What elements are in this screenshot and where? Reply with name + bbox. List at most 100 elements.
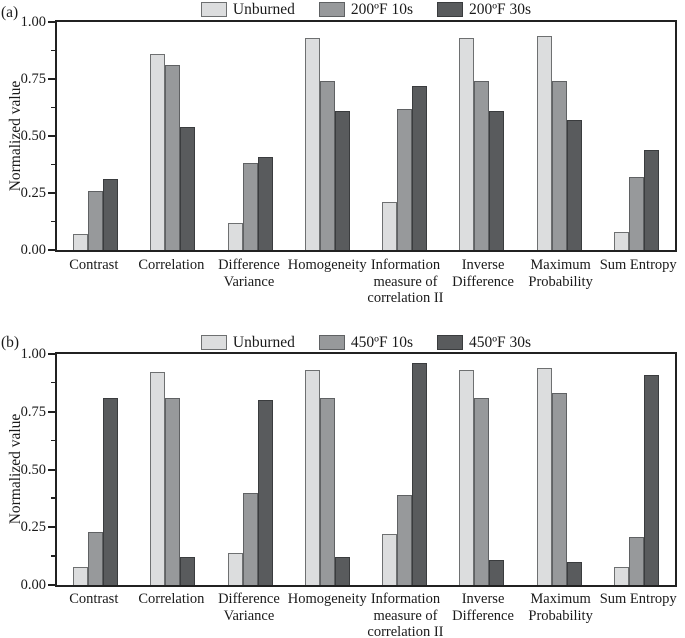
y-tick-label: 0.25 — [20, 519, 46, 536]
bar — [319, 81, 335, 250]
category-group — [212, 22, 289, 250]
y-major-tick — [48, 78, 55, 80]
y-minor-tick — [51, 555, 55, 557]
x-axis-category-label: Correlation — [138, 257, 205, 273]
bar — [643, 374, 659, 585]
x-axis-category-label: Difference Variance — [218, 591, 280, 624]
category-group — [443, 354, 520, 585]
bar — [412, 363, 428, 585]
x-axis-labels-b: Contrast Correlation Difference Variance Ho… — [55, 591, 677, 638]
y-tick-label: 0.75 — [20, 403, 46, 420]
x-axis-labels-a: Contrast Correlation Difference Variance Ho… — [55, 257, 677, 307]
bar — [536, 35, 552, 250]
y-major-tick — [48, 468, 55, 471]
category-group — [289, 354, 366, 585]
y-minor-tick — [51, 497, 55, 499]
x-axis-category-label: Maximum Probability — [528, 257, 593, 290]
bar — [643, 149, 659, 250]
bar — [382, 202, 398, 250]
bar — [150, 53, 166, 250]
bar — [103, 397, 119, 585]
plot-area-a: 0.00 0.25 0.50 0.75 1.00 — [21, 14, 677, 258]
y-minor-tick — [51, 381, 55, 384]
category-group — [134, 354, 211, 585]
bar — [474, 397, 490, 585]
bar — [459, 37, 475, 250]
bar — [382, 534, 398, 585]
bar — [73, 566, 89, 585]
legend-item: 450ºF 10s — [318, 333, 413, 352]
bar — [489, 110, 505, 250]
y-tick-label: 0.00 — [20, 242, 46, 258]
category-group — [57, 354, 134, 585]
bar — [150, 372, 166, 585]
bar — [551, 81, 567, 250]
category-group — [366, 22, 443, 250]
category-group — [521, 354, 598, 585]
x-axis-category-label: Inverse Difference — [452, 591, 514, 624]
y-major-tick — [48, 353, 55, 355]
x-axis-category-label: Contrast — [69, 257, 119, 273]
category-group — [212, 354, 289, 585]
category-group — [134, 22, 211, 250]
bar — [412, 85, 428, 250]
x-axis-category-label: Contrast — [69, 591, 119, 607]
category-group — [366, 354, 443, 585]
x-axis-category-label: Maximum Probability — [528, 591, 593, 624]
bar — [459, 370, 475, 585]
y-tick-label: 0.50 — [20, 128, 46, 144]
bar — [257, 156, 273, 250]
x-axis-category-label: Information measure of correlation II — [367, 257, 444, 306]
bar — [165, 65, 181, 250]
bar — [257, 400, 273, 585]
bar — [628, 177, 644, 250]
y-major-tick — [48, 526, 55, 529]
legend-b: Unburned 450ºF 10s 450ºF 30s — [55, 333, 677, 352]
bar — [334, 110, 350, 250]
bar — [613, 566, 629, 585]
bar — [227, 552, 243, 585]
bar — [88, 190, 104, 250]
category-group — [598, 22, 675, 250]
legend-item: 200ºF 30s — [437, 1, 531, 19]
x-axis-category-label: Sum Entropy — [599, 257, 677, 273]
x-axis-category-label: Inverse Difference — [452, 257, 514, 290]
bar — [304, 370, 320, 585]
legend-label: 200ºF 30s — [469, 0, 532, 18]
legend-a: Unburned 200ºF 10s 200ºF 30s — [55, 0, 677, 19]
bar — [566, 561, 582, 585]
legend-item: Unburned — [200, 0, 295, 19]
legend-item: 450ºF 30s — [437, 334, 531, 352]
y-minor-tick — [51, 220, 55, 222]
bar — [180, 557, 196, 585]
y-tick-label: 0.25 — [20, 185, 46, 201]
bar — [536, 367, 552, 585]
legend-label: 450ºF 30s — [469, 333, 532, 351]
y-major-tick — [48, 584, 55, 586]
bars-container-a — [57, 22, 675, 250]
bar — [474, 81, 490, 250]
x-axis-category-label: Sum Entropy — [599, 591, 677, 607]
legend-item: 200ºF 10s — [318, 1, 413, 19]
panel-a-label: (a) — [1, 4, 19, 21]
bars-container-b — [57, 354, 675, 585]
y-minor-tick — [51, 439, 55, 442]
category-group — [521, 22, 598, 250]
legend-label: 450ºF 10s — [350, 333, 413, 351]
category-group — [57, 22, 134, 250]
bar — [628, 536, 644, 585]
y-minor-tick — [51, 106, 55, 108]
y-minor-tick — [51, 49, 55, 51]
x-axis-category-label: Information measure of correlation II — [367, 591, 444, 638]
bar — [613, 231, 629, 250]
legend-item: Unburned — [200, 334, 295, 352]
bar — [227, 222, 243, 250]
bar — [73, 234, 89, 250]
x-axis-category-label: Difference Variance — [218, 257, 280, 290]
legend-swatch — [200, 335, 227, 350]
legend-label: Unburned — [232, 0, 295, 18]
y-major-tick — [48, 410, 55, 413]
bar — [566, 120, 582, 250]
y-major-tick — [48, 192, 55, 194]
bar — [88, 531, 104, 585]
